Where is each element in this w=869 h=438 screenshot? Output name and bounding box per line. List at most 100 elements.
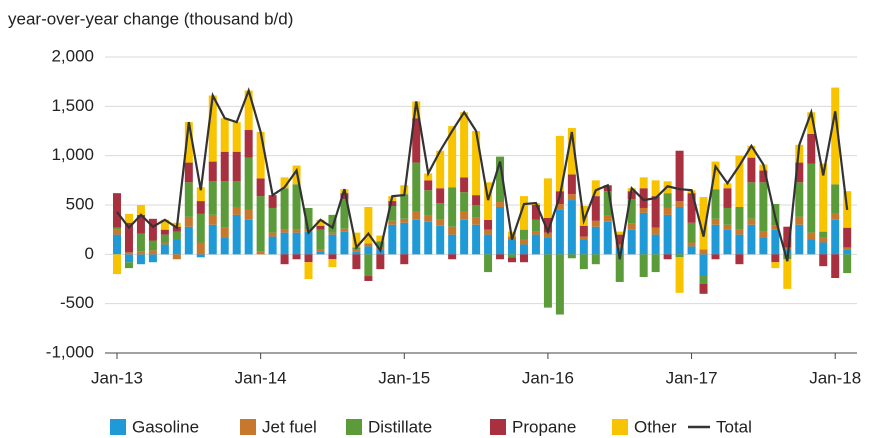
x-tick-label: Jan-15: [378, 368, 430, 387]
bar-segment: [352, 251, 361, 255]
bar-segment: [136, 254, 145, 265]
bar-segment: [783, 226, 792, 248]
bar-segment: [484, 229, 493, 235]
bar-segment: [436, 188, 445, 204]
bar-segment: [663, 254, 672, 260]
chart-title: year-over-year change (thousand b/d): [8, 9, 293, 28]
bar-segment: [244, 209, 253, 220]
bar-segment: [304, 231, 313, 255]
bar-segment: [436, 225, 445, 255]
bar-segment: [364, 246, 373, 255]
bar-segment: [639, 207, 648, 213]
bar-segment: [352, 249, 361, 252]
bar-segment: [699, 197, 708, 250]
bar-segment: [208, 224, 217, 255]
bar-segment: [113, 229, 121, 235]
bar-segment: [531, 205, 540, 220]
bar-segment: [220, 181, 229, 228]
bar-segment: [543, 237, 552, 255]
bar-segment: [268, 195, 277, 208]
bar-segment: [759, 237, 768, 255]
bar-segment: [340, 231, 349, 255]
bar-segment: [747, 224, 756, 255]
bar-segment: [113, 227, 121, 230]
bar-segment: [687, 193, 696, 223]
bar-segment: [603, 215, 612, 222]
bar-segment: [675, 206, 684, 255]
bar-segment: [208, 214, 217, 225]
bar-segment: [783, 259, 792, 289]
bar-segment: [340, 199, 349, 229]
bar-segment: [651, 234, 660, 255]
bar-segment: [304, 262, 313, 279]
y-tick-label: 2,000: [51, 46, 94, 65]
bar-segment: [268, 207, 277, 233]
bar-segment: [831, 219, 840, 255]
bar-segment: [160, 219, 169, 230]
bar-segment: [424, 173, 433, 181]
bar-segment: [400, 222, 409, 255]
bar-segment: [723, 188, 732, 208]
bar-segment: [579, 254, 588, 270]
bar-segment: [292, 184, 301, 230]
bar-segment: [268, 232, 277, 237]
bar-segment: [663, 207, 672, 215]
bar-segment: [711, 161, 720, 190]
bar-segment: [603, 191, 612, 216]
legend-label: Other: [634, 417, 677, 436]
bar-segment: [172, 226, 181, 232]
bar-segment: [735, 155, 744, 207]
bar-segment: [519, 239, 528, 245]
bar-segment: [771, 254, 780, 263]
bar-segment: [711, 218, 720, 225]
bar-segment: [424, 215, 433, 222]
bar-segment: [831, 254, 840, 279]
bar-segment: [160, 244, 169, 255]
bar-segment: [519, 229, 528, 240]
bar-segment: [699, 249, 708, 255]
bar-segment: [232, 181, 241, 207]
bar-segment: [807, 133, 816, 164]
bar-segment: [496, 156, 505, 203]
bar-segment: [615, 244, 624, 248]
bar-segment: [508, 254, 517, 258]
bar-segment: [711, 224, 720, 255]
bar-segment: [196, 213, 205, 243]
bar-segment: [460, 211, 469, 220]
bar-segment: [484, 182, 493, 220]
bar-segment: [651, 227, 660, 235]
bar-segment: [543, 232, 552, 238]
bar-segment: [627, 223, 636, 230]
legend-label: Distillate: [368, 417, 432, 436]
bar-segment: [555, 254, 564, 315]
bar-segment: [436, 219, 445, 226]
bar-segment: [627, 229, 636, 255]
bar-segment: [184, 162, 193, 183]
bar-segment: [819, 237, 828, 243]
bar-segment: [651, 254, 660, 273]
bar-segment: [280, 232, 289, 255]
bar-segment: [615, 234, 624, 245]
x-tick-label: Jan-17: [666, 368, 718, 387]
bar-segment: [484, 219, 493, 230]
bar-segment: [316, 251, 325, 255]
bar-segment: [280, 229, 289, 233]
bar-segment: [388, 201, 397, 206]
bar-segment: [843, 247, 852, 250]
bar-segment: [472, 224, 481, 255]
bar-segment: [196, 201, 205, 214]
legend-swatch: [346, 419, 362, 435]
bar-segment: [603, 221, 612, 255]
bar-segment: [148, 218, 157, 241]
bar-segment: [113, 234, 121, 255]
bar-segment: [208, 181, 217, 215]
bar-segment: [208, 95, 217, 162]
bar-segment: [124, 222, 133, 253]
bar-segment: [196, 242, 205, 255]
bar-segment: [675, 254, 684, 258]
y-tick-label: -1,000: [46, 342, 94, 361]
bar-segment: [244, 157, 253, 210]
bar-segment: [819, 242, 828, 255]
bar-segment: [184, 182, 193, 217]
bar-segment: [256, 196, 265, 252]
